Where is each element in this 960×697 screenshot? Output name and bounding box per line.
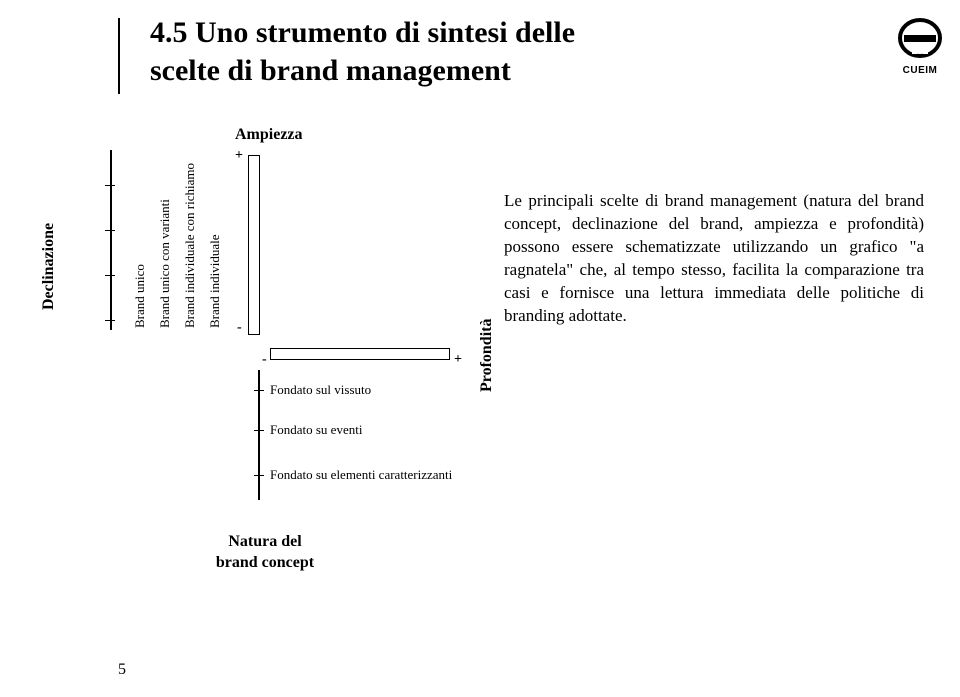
natura-label-line-1: Natura del (228, 533, 301, 550)
ampiezza-axis-label: Ampiezza (235, 126, 303, 144)
declinazione-axis (110, 150, 112, 330)
declinazione-axis-label: Declinazione (40, 223, 58, 310)
ampiezza-minus: - (237, 320, 242, 336)
natura-tick-label: Fondato su eventi (270, 422, 362, 438)
title-rule (118, 18, 120, 94)
profondita-box (270, 348, 450, 360)
cueim-logo: CUEIM (898, 18, 942, 76)
natura-tick (254, 390, 264, 391)
natura-tick (254, 475, 264, 476)
page-number: 5 (118, 661, 126, 679)
body-paragraph: Le principali scelte di brand management… (504, 190, 924, 328)
profondita-minus: - (262, 352, 267, 368)
decl-tick-label: Brand individuale (207, 234, 223, 328)
decl-tick (105, 275, 115, 276)
diagram: Declinazione Brand unico Brand unico con… (40, 130, 470, 590)
ampiezza-plus: + (235, 148, 243, 164)
decl-tick-label: Brand unico con varianti (157, 199, 173, 328)
natura-axis-label: Natura del brand concept (200, 532, 330, 574)
natura-tick-label: Fondato su elementi caratterizzanti (270, 467, 420, 483)
title-line-1: 4.5 Uno strumento di sintesi delle (150, 16, 575, 49)
decl-tick-label: Brand unico (132, 264, 148, 328)
natura-tick (254, 430, 264, 431)
decl-tick (105, 320, 115, 321)
profondita-axis-label: Profondità (478, 319, 496, 392)
decl-tick-label: Brand individuale con richiamo (182, 163, 198, 328)
ampiezza-box (248, 155, 260, 335)
profondita-plus: + (454, 352, 462, 368)
logo-text: CUEIM (898, 65, 942, 76)
natura-tick-label: Fondato sul vissuto (270, 382, 371, 398)
decl-tick (105, 185, 115, 186)
page-title: 4.5 Uno strumento di sintesi delle scelt… (150, 14, 575, 89)
logo-icon (898, 18, 942, 58)
decl-tick (105, 230, 115, 231)
natura-label-line-2: brand concept (216, 554, 314, 571)
title-line-2: scelte di brand management (150, 54, 511, 87)
